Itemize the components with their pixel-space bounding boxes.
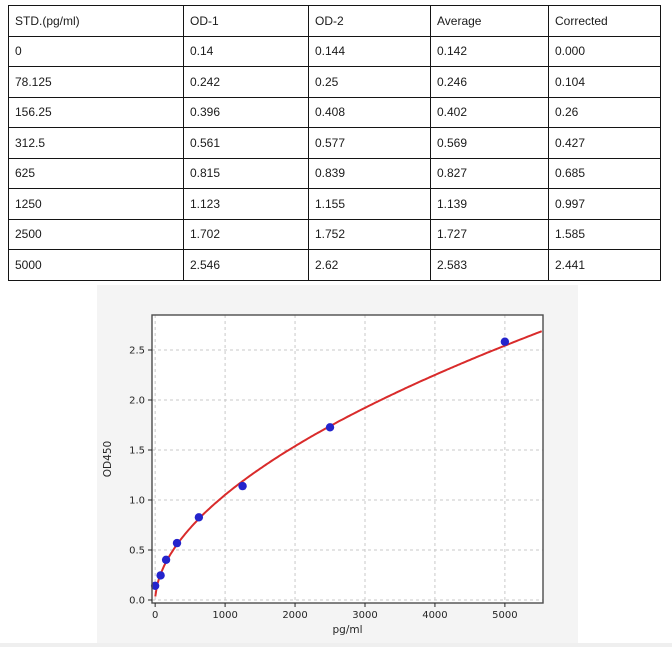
table-cell: 0.25 xyxy=(308,66,431,98)
table-cell: 2.441 xyxy=(548,249,661,281)
table-cell: 0.396 xyxy=(183,96,309,128)
table-cell: 2.583 xyxy=(430,249,549,281)
table-cell: 0.685 xyxy=(548,157,661,189)
x-tick-label: 2000 xyxy=(282,610,307,621)
y-tick-label: 0.5 xyxy=(129,546,145,557)
table-cell: 625 xyxy=(8,157,184,189)
plot-background xyxy=(152,315,543,603)
x-tick-label: 0 xyxy=(152,610,158,621)
table-cell: 0.997 xyxy=(548,188,661,220)
table-cell: 312.5 xyxy=(8,127,184,159)
data-point xyxy=(172,538,182,548)
table-cell: 0.26 xyxy=(548,96,661,128)
table-cell: 1.123 xyxy=(183,188,309,220)
table-cell: 1.752 xyxy=(308,218,431,250)
table-cell: 0.569 xyxy=(430,127,549,159)
standards-table: STD.(pg/ml) OD-1 OD-2 Average Corrected 0 0.1… xyxy=(8,5,661,281)
x-tick-label: 3000 xyxy=(352,610,377,621)
table-cell: 1.585 xyxy=(548,218,661,250)
data-point xyxy=(194,513,204,522)
table-cell: 0.246 xyxy=(430,66,549,98)
table-cell: 0.142 xyxy=(430,35,549,67)
x-tick-label: 5000 xyxy=(492,610,517,621)
table-row: 2500 1.702 1.752 1.727 1.585 xyxy=(8,218,661,250)
table-cell: 0.408 xyxy=(308,96,431,128)
table-cell: 0.577 xyxy=(308,127,431,159)
column-header: Average xyxy=(430,5,549,37)
page-bottom-divider xyxy=(0,643,672,647)
data-point xyxy=(161,555,171,564)
table-row: 312.5 0.561 0.577 0.569 0.427 xyxy=(8,127,661,159)
table-cell: 0.815 xyxy=(183,157,309,189)
table-cell: 1.702 xyxy=(183,218,309,250)
table-cell: 0.000 xyxy=(548,35,661,67)
table-cell: 0.827 xyxy=(430,157,549,189)
table-row: 5000 2.546 2.62 2.583 2.441 xyxy=(8,249,661,281)
standard-curve-figure: 0 1000 2000 3000 4000 5000 0.0 0.5 1.0 1.5 2.0 2.5 p… xyxy=(97,285,578,643)
table-cell: 1.727 xyxy=(430,218,549,250)
table-cell: 0.144 xyxy=(308,35,431,67)
y-tick-label: 1.5 xyxy=(129,446,145,457)
table-cell: 2.546 xyxy=(183,249,309,281)
x-tick-label: 1000 xyxy=(212,610,237,621)
y-axis-label: OD450 xyxy=(102,441,114,477)
y-tick-label: 2.5 xyxy=(129,346,145,357)
fit-curve xyxy=(154,330,543,597)
column-header: STD.(pg/ml) xyxy=(8,5,184,37)
y-tick-label: 2.0 xyxy=(129,396,145,407)
table-cell: 0 xyxy=(8,35,184,67)
table-cell: 0.402 xyxy=(430,96,549,128)
column-header: OD-1 xyxy=(183,5,309,37)
table-cell: 0.242 xyxy=(183,66,309,98)
table-row: 625 0.815 0.839 0.827 0.685 xyxy=(8,157,661,189)
column-header: OD-2 xyxy=(308,5,431,37)
table-cell: 2.62 xyxy=(308,249,431,281)
table-row: 0 0.14 0.144 0.142 0.000 xyxy=(8,35,661,67)
table-row: 78.125 0.242 0.25 0.246 0.104 xyxy=(8,66,661,98)
table-header-row: STD.(pg/ml) OD-1 OD-2 Average Corrected xyxy=(8,5,661,37)
y-tick-label: 1.0 xyxy=(129,496,145,507)
table-cell: 78.125 xyxy=(8,66,184,98)
table-cell: 0.561 xyxy=(183,127,309,159)
table-cell: 0.839 xyxy=(308,157,431,189)
data-point xyxy=(156,571,165,580)
table-row: 1250 1.123 1.155 1.139 0.997 xyxy=(8,188,661,220)
data-point xyxy=(325,423,335,432)
x-tick-label: 4000 xyxy=(422,610,447,621)
table-cell: 0.427 xyxy=(548,127,661,159)
table-cell: 156.25 xyxy=(8,96,184,128)
table-cell: 5000 xyxy=(8,249,184,281)
table-cell: 2500 xyxy=(8,218,184,250)
plot-border xyxy=(151,314,544,604)
standard-curve-chart: 0 1000 2000 3000 4000 5000 0.0 0.5 1.0 1.5 2.0 2.5 p… xyxy=(102,314,544,636)
column-header: Corrected xyxy=(548,5,661,37)
data-point xyxy=(150,581,160,590)
table-cell: 0.104 xyxy=(548,66,661,98)
table-row: 156.25 0.396 0.408 0.402 0.26 xyxy=(8,96,661,128)
x-axis-label: pg/ml xyxy=(332,624,362,636)
table-cell: 1.139 xyxy=(430,188,549,220)
table-cell: 1250 xyxy=(8,188,184,220)
y-tick-label: 0.0 xyxy=(129,596,145,607)
data-point xyxy=(238,481,247,491)
data-point xyxy=(500,337,510,346)
table-cell: 1.155 xyxy=(308,188,431,220)
table-cell: 0.14 xyxy=(183,35,309,67)
